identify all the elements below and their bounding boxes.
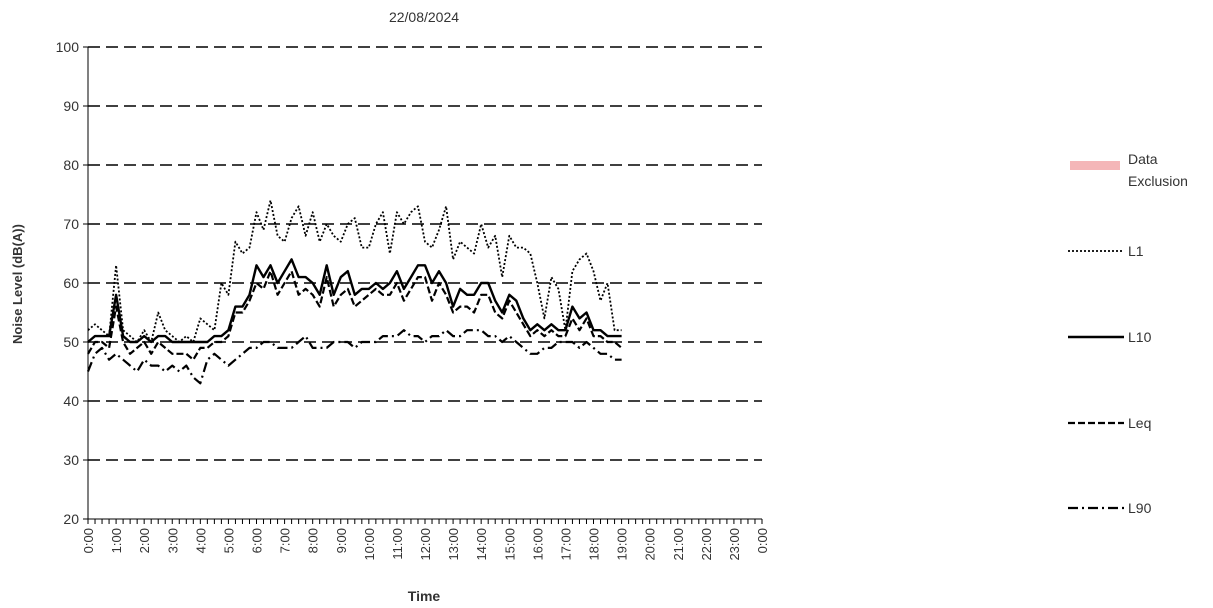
legend-label: L10 <box>1128 329 1152 345</box>
x-tick-label: 15:00 <box>502 528 517 561</box>
x-tick-label: 20:00 <box>643 528 658 561</box>
gridlines <box>88 46 762 461</box>
x-tick-label: 17:00 <box>558 528 573 561</box>
series-line-leq <box>87 270 623 361</box>
x-axis-label: Time <box>408 588 441 604</box>
x-tick-label: 5:00 <box>221 528 236 553</box>
legend-label: Leq <box>1128 415 1151 431</box>
x-tick-label: 4:00 <box>193 528 208 553</box>
x-tick-label: 19:00 <box>615 528 630 561</box>
x-tick-label: 2:00 <box>137 528 152 553</box>
series-lines <box>86 199 623 385</box>
x-tick-label: 13:00 <box>446 528 461 561</box>
legend-label: Data <box>1128 151 1158 167</box>
x-tick-label: 8:00 <box>306 528 321 553</box>
series-line-l1 <box>87 199 622 343</box>
x-tick-label: 21:00 <box>671 528 686 561</box>
legend: Data Exclusion L1 L10 Leq L90 <box>1068 151 1188 516</box>
y-tick-label: 80 <box>63 157 79 173</box>
y-tick-label: 70 <box>63 216 79 232</box>
legend-label: L1 <box>1128 243 1144 259</box>
legend-swatch-data-exclusion <box>1070 161 1120 170</box>
y-tick-label: 20 <box>63 511 79 527</box>
y-tick-label: 50 <box>63 334 79 350</box>
legend-label: Exclusion <box>1128 173 1188 189</box>
x-tick-label: 1:00 <box>109 528 124 553</box>
y-axis-label: Noise Level (dB(A)) <box>10 224 25 344</box>
legend-label: L90 <box>1128 500 1152 516</box>
x-tick-label: 16:00 <box>530 528 545 561</box>
x-tick-label: 14:00 <box>474 528 489 561</box>
chart-title: 22/08/2024 <box>389 9 459 25</box>
x-tick-label: 0:00 <box>755 528 770 553</box>
x-tick-label: 23:00 <box>727 528 742 561</box>
y-tick-label: 100 <box>56 39 80 55</box>
y-tick-label: 90 <box>63 98 79 114</box>
x-tick-label: 0:00 <box>81 528 96 553</box>
series-line-l10 <box>87 258 622 344</box>
x-tick-label: 22:00 <box>699 528 714 561</box>
x-tick-label: 3:00 <box>165 528 180 553</box>
x-tick-label: 7:00 <box>278 528 293 553</box>
x-tick-label: 11:00 <box>390 528 405 560</box>
y-tick-label: 60 <box>63 275 79 291</box>
y-tick-label: 30 <box>63 452 79 468</box>
axes: 20 30 40 50 60 70 80 90 100 0:00 1:00 2:00 3:00 4:00 5… <box>56 39 770 561</box>
series-line-l90 <box>86 329 622 385</box>
x-tick-label: 18:00 <box>587 528 602 561</box>
x-tick-label: 6:00 <box>250 528 265 553</box>
x-tick-label: 12:00 <box>418 528 433 561</box>
x-tick-label: 9:00 <box>334 528 349 553</box>
x-tick-label: 10:00 <box>362 528 377 561</box>
y-tick-label: 40 <box>63 393 79 409</box>
